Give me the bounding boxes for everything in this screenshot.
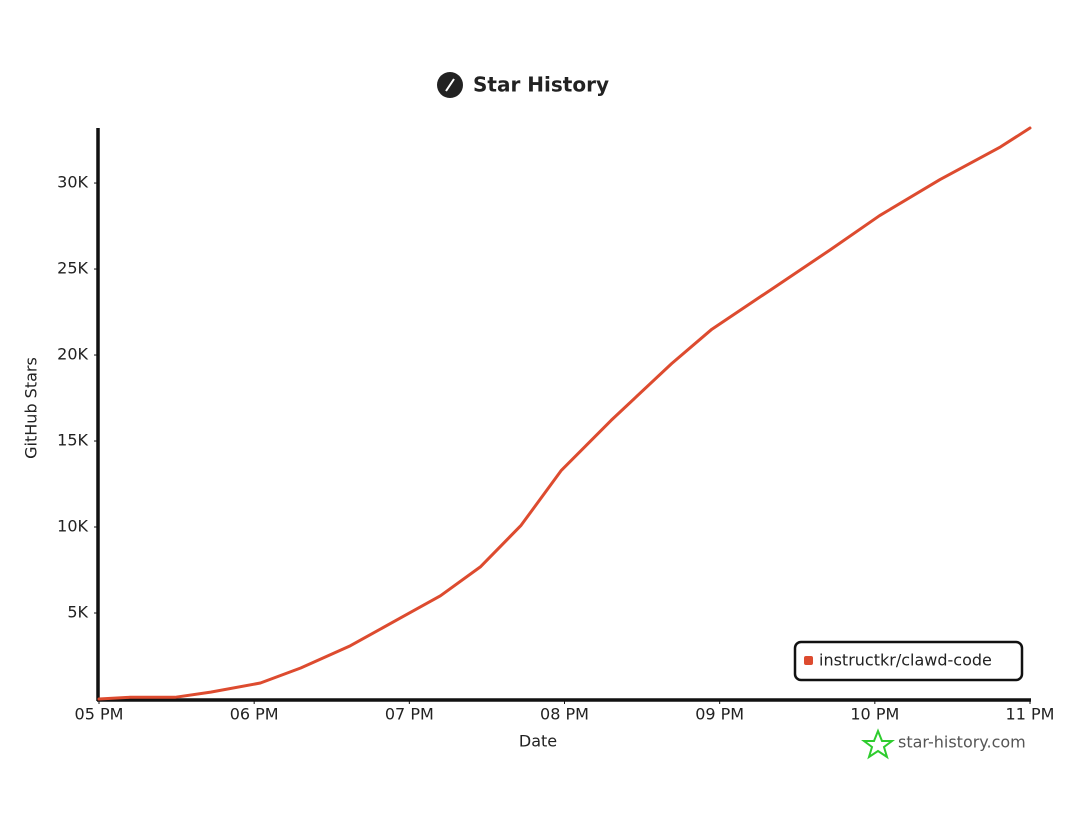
watermark-icon: [861, 728, 895, 760]
x-tick-label: 11 PM: [1006, 705, 1055, 724]
y-axis-label: GitHub Stars: [22, 357, 41, 459]
chart-title: Star History: [473, 73, 609, 97]
y-tick-label: 10K: [57, 517, 88, 536]
series-line: [97, 126, 1032, 701]
x-axis-label: Date: [519, 732, 557, 751]
legend-label: instructkr/clawd-code: [819, 651, 992, 670]
x-tick-label: 07 PM: [385, 705, 434, 724]
x-tick-label: 06 PM: [230, 705, 279, 724]
title-icon-mark: [445, 78, 455, 92]
x-tick-label: 05 PM: [75, 705, 124, 724]
y-tick-label: 30K: [57, 173, 88, 192]
legend-swatch: [804, 656, 813, 665]
x-tick-label: 10 PM: [850, 705, 899, 724]
x-tick-label: 08 PM: [540, 705, 589, 724]
x-tick-label: 09 PM: [695, 705, 744, 724]
y-tick-label: 20K: [57, 345, 88, 364]
y-tick-label: 25K: [57, 259, 88, 278]
watermark: star-history.com: [861, 728, 1026, 760]
y-tick-label: 15K: [57, 431, 88, 450]
legend-box: [793, 640, 1024, 682]
watermark-text: star-history.com: [898, 733, 1026, 752]
y-tick-label: 5K: [67, 603, 88, 622]
